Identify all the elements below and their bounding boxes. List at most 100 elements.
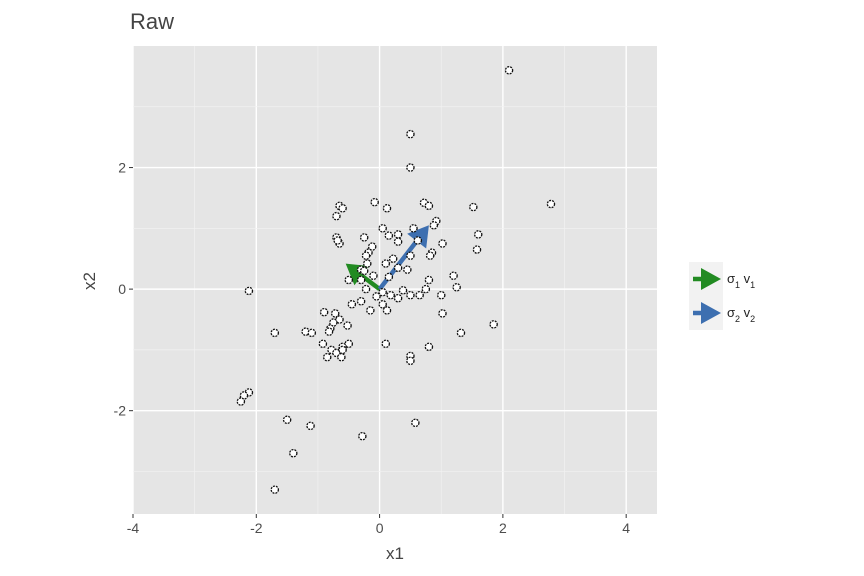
data-point xyxy=(289,448,298,458)
data-point xyxy=(406,290,415,300)
data-point xyxy=(372,292,381,301)
data-point xyxy=(469,202,478,212)
data-point xyxy=(438,309,447,318)
data-point xyxy=(384,231,394,240)
data-point xyxy=(472,245,482,254)
plot-panel xyxy=(133,46,657,514)
data-point xyxy=(318,339,328,349)
legend-label: σ2 v2 xyxy=(727,305,755,324)
data-point xyxy=(489,320,498,329)
x-tick-label: -2 xyxy=(250,520,263,536)
data-point xyxy=(393,230,403,239)
data-point xyxy=(398,286,408,295)
data-point xyxy=(424,275,434,285)
data-point xyxy=(449,271,458,280)
data-point xyxy=(344,275,354,285)
data-point xyxy=(413,236,423,245)
x-axis-label: x1 xyxy=(386,544,404,563)
data-point xyxy=(244,286,254,296)
data-point xyxy=(236,397,246,406)
data-point xyxy=(381,339,391,349)
data-point xyxy=(270,485,280,494)
data-point xyxy=(329,318,338,327)
data-point xyxy=(382,204,392,213)
data-point xyxy=(403,265,412,274)
data-point xyxy=(307,328,317,338)
data-point xyxy=(424,201,434,211)
data-point xyxy=(424,342,434,352)
data-point xyxy=(363,259,372,268)
data-point xyxy=(384,272,394,282)
data-point xyxy=(338,345,347,355)
data-point xyxy=(361,251,371,260)
data-point xyxy=(347,300,357,309)
data-point xyxy=(421,284,431,294)
data-point xyxy=(393,293,403,303)
axis-ticks: -4 -2 0 2 4 -2 0 2 xyxy=(114,160,631,536)
data-point xyxy=(366,306,375,315)
data-point xyxy=(406,163,415,172)
data-point xyxy=(322,352,332,362)
data-point xyxy=(270,328,280,338)
data-point xyxy=(393,263,403,273)
data-point xyxy=(411,418,420,428)
data-point xyxy=(330,309,340,318)
data-point xyxy=(344,339,354,349)
x-tick-label: 4 xyxy=(622,520,630,536)
data-point xyxy=(335,315,344,324)
data-point xyxy=(382,306,392,315)
data-point xyxy=(333,236,342,245)
data-point xyxy=(406,251,415,260)
data-point xyxy=(356,275,366,285)
data-point xyxy=(378,287,387,297)
x-tick-label: 0 xyxy=(376,520,384,536)
data-point xyxy=(546,199,556,209)
x-tick-label: 2 xyxy=(499,520,507,536)
data-point xyxy=(338,204,347,213)
data-point xyxy=(504,66,514,75)
data-point xyxy=(358,431,367,441)
data-point xyxy=(473,230,483,239)
data-point xyxy=(425,251,435,260)
data-point xyxy=(356,297,366,306)
data-point xyxy=(378,300,387,309)
legend-label: σ1 v1 xyxy=(727,271,755,290)
legend-key-arrow xyxy=(701,268,721,290)
data-point xyxy=(415,290,424,300)
data-point xyxy=(429,221,439,230)
data-point xyxy=(406,129,415,139)
data-point xyxy=(359,233,369,242)
data-point xyxy=(438,239,447,248)
data-point xyxy=(343,321,352,330)
x-tick-label: -4 xyxy=(127,520,140,536)
legend: σ1 v1 σ2 v2 xyxy=(689,262,755,330)
grid-lines xyxy=(132,46,657,514)
data-point xyxy=(367,242,377,251)
data-point xyxy=(409,224,418,233)
data-point xyxy=(456,328,466,338)
data-points xyxy=(236,66,556,494)
data-point xyxy=(359,266,369,276)
data-point xyxy=(324,327,334,336)
data-point xyxy=(369,271,378,280)
data-point xyxy=(282,415,292,425)
data-point xyxy=(436,290,446,300)
data-point xyxy=(393,237,403,246)
y-tick-label: 0 xyxy=(118,281,126,297)
y-tick-label: -2 xyxy=(114,403,127,419)
data-point xyxy=(337,352,346,362)
data-point xyxy=(406,356,415,366)
data-point xyxy=(381,259,391,268)
y-tick-label: 2 xyxy=(118,160,126,176)
data-point xyxy=(386,290,395,300)
y-axis-label: x2 xyxy=(80,272,99,290)
chart-title: Raw xyxy=(130,9,174,34)
data-point xyxy=(319,307,329,317)
data-point xyxy=(452,283,461,292)
legend-key-arrow xyxy=(701,302,721,324)
data-point xyxy=(239,391,249,400)
data-point xyxy=(370,197,379,207)
data-point xyxy=(332,211,341,221)
data-point xyxy=(378,224,387,233)
